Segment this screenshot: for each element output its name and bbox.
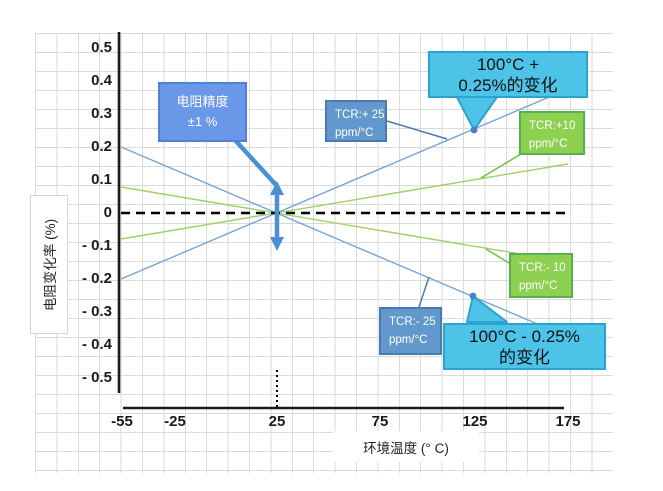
tcr-plus10-line2: ppm/°C <box>529 138 568 150</box>
tcr-plus10-label-box: TCR:+10 ppm/°C <box>519 111 585 155</box>
y-tick--0.5: - 0.5 <box>81 369 112 386</box>
precision-arrowhead-down <box>270 237 284 251</box>
tcr-minus25-label-box: TCR:- 25 ppm/°C <box>379 307 442 355</box>
y-tick-0: 0 <box>103 204 112 221</box>
tcr-plus25-line1: TCR:+ 25 <box>335 109 385 121</box>
x-tick--55: -55 <box>111 413 133 430</box>
y-axis-title-box: 电阻变化率 (%) <box>30 195 68 334</box>
y-tick-0.5: 0.5 <box>91 39 112 56</box>
y-tick--0.1: - 0.1 <box>81 237 112 254</box>
y-axis-title: 电阻变化率 (%) <box>43 218 58 311</box>
precision-annotation-box: 电阻精度 ±1 % <box>158 82 247 142</box>
connector-tcr-plus10 <box>480 153 522 179</box>
callout-top-line2: 0.25%的变化 <box>458 75 558 95</box>
data-point-marker-minus025 <box>469 292 477 300</box>
callout-bottom-line2: 的变化 <box>499 347 550 367</box>
callout-top-pointer <box>456 96 498 131</box>
y-tick--0.4: - 0.4 <box>81 336 112 353</box>
x-tick-175: 175 <box>555 413 581 430</box>
connector-tcr-minus25 <box>418 276 430 308</box>
precision-arrow-elbow <box>233 138 279 188</box>
y-tick-0.2: 0.2 <box>91 138 112 155</box>
tcr-plus25-label-box: TCR:+ 25 ppm/°C <box>325 100 387 142</box>
precision-line2: ±1 % <box>187 114 218 129</box>
tcr-minus10-label-box: TCR:- 10 ppm/°C <box>509 253 573 298</box>
x-tick-25: 25 <box>268 413 286 430</box>
x-axis-title: 环境温度 (° C) <box>333 431 479 462</box>
x-tick-125: 125 <box>462 413 488 430</box>
precision-arrowhead-up <box>270 181 284 195</box>
line-tcr-minus-10ppm <box>120 186 569 263</box>
tcr-minus25-line2: ppm/°C <box>389 334 428 346</box>
precision-line1: 电阻精度 <box>176 94 229 109</box>
tcr-plus25-line2: ppm/°C <box>335 127 374 139</box>
x-tick--25: -25 <box>164 413 186 430</box>
y-tick-0.1: 0.1 <box>91 171 112 188</box>
data-point-marker-plus025 <box>470 126 478 134</box>
callout-bottom-line1: 100°C - 0.25% <box>469 326 580 346</box>
connector-tcr-minus10 <box>485 248 510 264</box>
callout-minus-025-change: 100°C - 0.25% 的变化 <box>443 323 606 370</box>
tcr-plus10-line1: TCR:+10 <box>529 120 576 132</box>
y-tick-0.3: 0.3 <box>91 105 112 122</box>
line-tcr-plus-10ppm <box>120 163 569 240</box>
y-tick--0.2: - 0.2 <box>81 270 112 287</box>
line-tcr-plus-25ppm <box>120 88 569 280</box>
callout-bottom-pointer <box>466 295 508 323</box>
callout-plus-025-change: 100°C + 0.25%的变化 <box>428 51 588 98</box>
tcr-minus10-line1: TCR:- 10 <box>519 262 566 274</box>
tcr-minus10-line2: ppm/°C <box>519 280 558 292</box>
line-tcr-minus-25ppm <box>120 146 569 338</box>
tcr-minus25-line1: TCR:- 25 <box>389 316 436 328</box>
connector-tcr-plus25 <box>386 120 448 140</box>
callout-top-line1: 100°C + <box>476 54 540 74</box>
y-tick--0.3: - 0.3 <box>81 303 112 320</box>
y-tick-0.4: 0.4 <box>91 72 112 89</box>
x-tick-75: 75 <box>371 413 389 430</box>
